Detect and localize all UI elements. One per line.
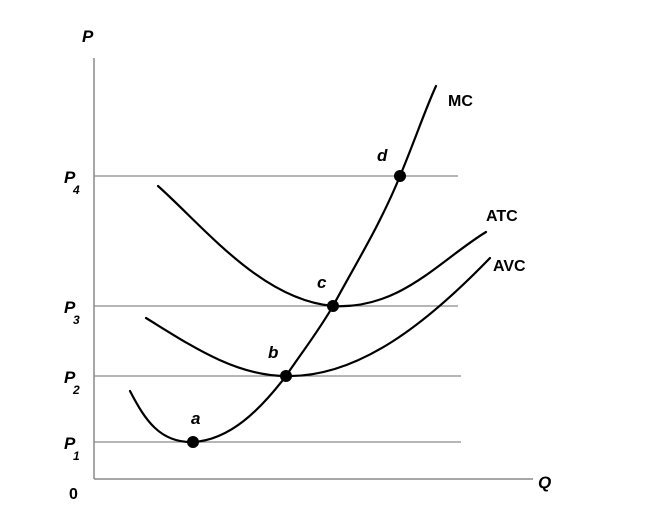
svg-text:P: P — [64, 298, 76, 317]
svg-text:P: P — [64, 368, 76, 387]
avc-label: AVC — [493, 258, 526, 275]
svg-text:P: P — [64, 434, 76, 453]
mc-curve — [128, 84, 438, 444]
svg-text:2: 2 — [72, 383, 80, 397]
price-label-p3: P 3 — [64, 298, 80, 327]
mc-label: MC — [448, 93, 473, 110]
atc-label: ATC — [486, 208, 518, 225]
point-d-dot — [394, 170, 406, 182]
point-a-label: a — [191, 409, 200, 428]
point-b-dot — [280, 370, 292, 382]
y-axis-label: P — [82, 27, 94, 46]
avc-curve — [144, 256, 492, 378]
point-a-dot — [187, 436, 199, 448]
x-axis-label: Q — [538, 473, 551, 492]
price-label-p4: P 4 — [64, 168, 80, 197]
origin-label: 0 — [69, 486, 78, 503]
price-label-p1: P 1 — [64, 434, 80, 463]
svg-text:1: 1 — [73, 449, 80, 463]
svg-text:P: P — [64, 168, 76, 187]
point-c-label: c — [317, 273, 327, 292]
price-label-p2: P 2 — [64, 368, 80, 397]
svg-text:4: 4 — [72, 183, 80, 197]
point-b-label: b — [268, 343, 278, 362]
point-c-dot — [327, 300, 339, 312]
point-d-label: d — [377, 146, 388, 165]
svg-text:3: 3 — [73, 313, 80, 327]
